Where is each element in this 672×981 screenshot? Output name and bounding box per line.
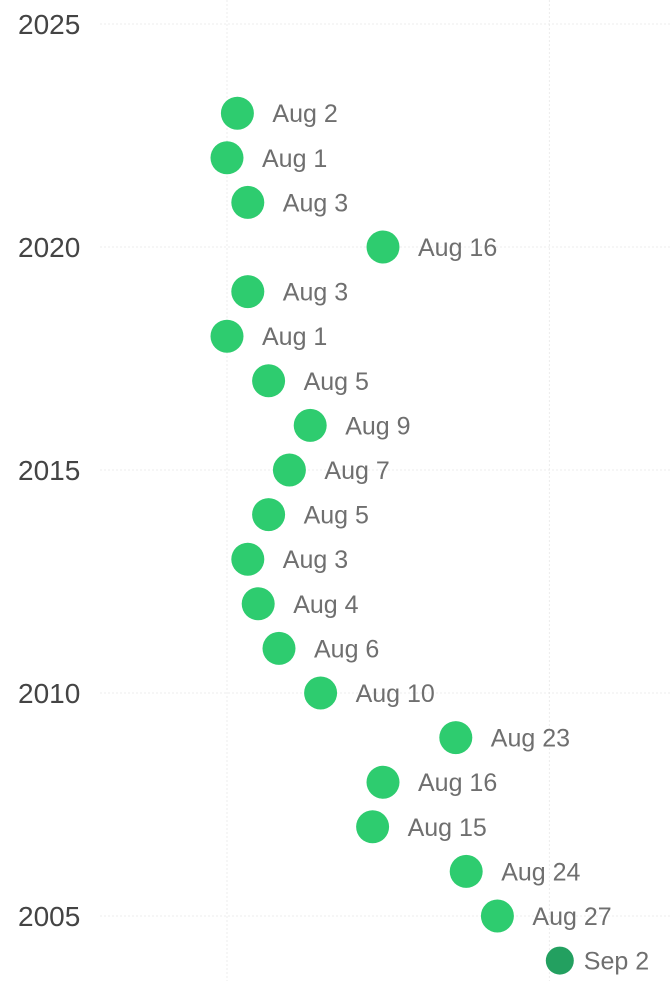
data-label: Aug 6: [314, 635, 379, 663]
data-point-group: Aug 3: [231, 275, 348, 309]
data-point-group: Aug 24: [449, 854, 581, 888]
data-point-group: Aug 9: [293, 408, 411, 442]
data-point-group: Aug 1: [210, 319, 327, 353]
data-point: [241, 587, 275, 621]
data-label: Aug 7: [324, 457, 389, 485]
y-tick-label: 2025: [18, 9, 80, 40]
data-label: Aug 16: [418, 234, 497, 262]
data-point-group: Aug 5: [252, 364, 369, 398]
data-point: [262, 631, 296, 665]
data-point: [231, 185, 265, 219]
data-point: [449, 854, 483, 888]
data-points: Aug 2 Aug 1 Aug 3 Aug 16 Aug 3 Aug 1 Aug 5 Aug …: [210, 96, 649, 976]
data-label: Aug 3: [283, 189, 348, 217]
data-point: [231, 542, 265, 576]
data-label: Aug 2: [272, 100, 337, 128]
data-point-group: Aug 7: [272, 453, 390, 487]
data-point-group: Aug 4: [241, 587, 359, 621]
data-point: [366, 230, 400, 264]
data-label: Aug 3: [283, 546, 348, 574]
data-point-group: Aug 1: [210, 141, 327, 175]
data-point: [293, 408, 327, 442]
data-point-group: Sep 2: [545, 946, 649, 976]
data-point-group: Aug 23: [439, 721, 570, 755]
y-tick-label: 2010: [18, 678, 80, 709]
data-label: Aug 4: [293, 591, 358, 619]
data-point-group: Aug 5: [252, 498, 369, 532]
data-label: Sep 2: [584, 948, 649, 976]
data-label: Aug 3: [283, 279, 348, 307]
data-point: [304, 676, 338, 710]
data-point: [545, 946, 574, 975]
data-label: Aug 5: [304, 502, 369, 530]
data-point: [252, 364, 286, 398]
data-point-group: Aug 15: [356, 810, 487, 844]
data-point-group: Aug 16: [366, 230, 497, 264]
y-tick-label: 2005: [18, 901, 80, 932]
y-tick-label: 2020: [18, 232, 80, 263]
data-point: [272, 453, 306, 487]
data-point-group: Aug 10: [304, 676, 435, 710]
data-point-group: Aug 3: [231, 185, 348, 219]
data-label: Aug 15: [408, 814, 487, 842]
y-tick-label: 2015: [18, 455, 80, 486]
data-label: Aug 1: [262, 323, 327, 351]
data-point: [220, 96, 254, 130]
data-point-group: Aug 27: [480, 899, 612, 933]
data-point-group: Aug 3: [231, 542, 348, 576]
data-label: Aug 9: [345, 412, 410, 440]
data-label: Aug 10: [356, 680, 435, 708]
data-point: [356, 810, 390, 844]
data-point: [366, 765, 400, 799]
data-point: [480, 899, 514, 933]
data-point: [210, 319, 244, 353]
data-label: Aug 23: [491, 725, 570, 753]
data-label: Aug 24: [501, 858, 580, 886]
data-point-group: Aug 2: [220, 96, 338, 130]
data-point: [439, 721, 473, 755]
data-point: [210, 141, 244, 175]
data-label: Aug 16: [418, 769, 497, 797]
data-point-group: Aug 16: [366, 765, 497, 799]
data-point: [231, 275, 265, 309]
y-axis-ticks: 2025 2020 2015 2010 2005: [18, 9, 80, 932]
data-point: [252, 498, 286, 532]
data-label: Aug 1: [262, 145, 327, 173]
data-label: Aug 27: [532, 903, 611, 931]
data-label: Aug 5: [304, 368, 369, 396]
data-point-group: Aug 6: [262, 631, 379, 665]
